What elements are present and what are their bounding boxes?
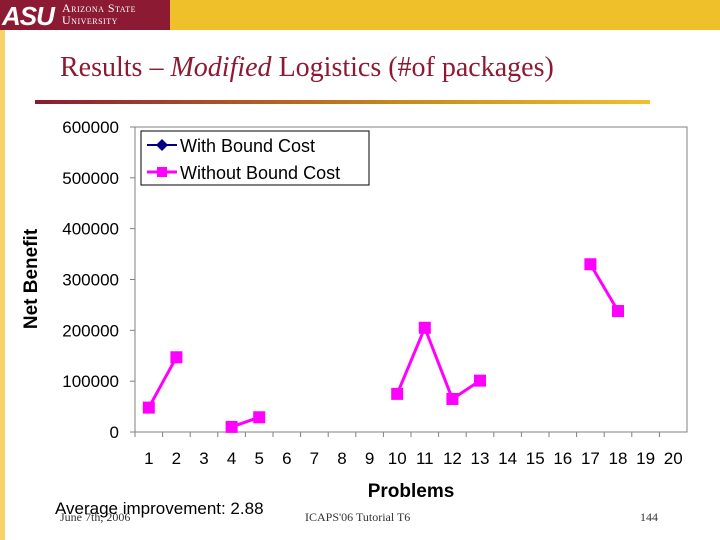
side-accent-bar bbox=[0, 30, 5, 540]
series-line-segment bbox=[147, 356, 178, 409]
slide-title: Results – Modified Logistics (#of packag… bbox=[60, 52, 554, 84]
y-axis-label: Net Benefit bbox=[21, 228, 42, 329]
x-tick-label: 12 bbox=[443, 449, 462, 468]
x-tick-label: 20 bbox=[664, 449, 683, 468]
x-tick-label: 11 bbox=[416, 449, 434, 468]
x-tick-label: 17 bbox=[581, 449, 600, 468]
y-tick-label: 400000 bbox=[62, 220, 119, 239]
legend-marker-without-bound bbox=[157, 167, 167, 177]
series-markers bbox=[142, 258, 624, 433]
y-tick-label: 300000 bbox=[62, 271, 119, 290]
x-tick-label: 4 bbox=[227, 449, 236, 468]
data-point-without-bound bbox=[253, 411, 266, 424]
y-tick-label: 200000 bbox=[62, 321, 119, 340]
footer-page-number: 144 bbox=[640, 510, 658, 524]
legend: With Bound Cost Without Bound Cost bbox=[140, 130, 370, 186]
title-underline bbox=[35, 100, 650, 105]
x-tick-label: 6 bbox=[282, 449, 291, 468]
average-improvement-note: Average improvement: 2.88 bbox=[55, 499, 264, 518]
legend-label-without-bound: Without Bound Cost bbox=[180, 163, 340, 183]
header-gold-strip bbox=[170, 0, 720, 30]
legend-label-with-bound: With Bound Cost bbox=[180, 136, 315, 156]
title-italic: Modified bbox=[170, 52, 272, 83]
header-bar: ASU Arizona State University bbox=[0, 0, 720, 31]
data-point-without-bound bbox=[391, 387, 404, 400]
series-line-segment bbox=[589, 263, 620, 312]
y-tick-label: 500000 bbox=[62, 169, 119, 188]
title-prefix: Results – bbox=[60, 52, 171, 83]
x-tick-label: 15 bbox=[526, 449, 545, 468]
y-tick-label: 600000 bbox=[62, 118, 119, 137]
x-tick-label: 5 bbox=[254, 449, 263, 468]
x-tick-label: 1 bbox=[144, 449, 153, 468]
data-point-without-bound bbox=[142, 401, 155, 414]
x-axis-ticks: 1 2 3 4 5 6 7 8 9 10 11 12 13 14 15 16 17 18 19 20 bbox=[134, 432, 683, 468]
x-tick-label: 3 bbox=[199, 449, 208, 468]
footer-event: ICAPS'06 Tutorial T6 bbox=[305, 510, 411, 524]
logo-mark: ASU bbox=[2, 1, 55, 31]
footer-date: June 7th, 2006 bbox=[60, 510, 131, 524]
x-tick-label: 13 bbox=[471, 449, 490, 468]
x-tick-label: 10 bbox=[388, 449, 407, 468]
logo-line-1: Arizona State bbox=[62, 1, 136, 15]
series-line-segment bbox=[423, 327, 454, 400]
x-tick-label: 19 bbox=[636, 449, 655, 468]
y-tick-label: 100000 bbox=[62, 372, 119, 391]
data-point-without-bound bbox=[418, 321, 431, 334]
x-tick-label: 2 bbox=[172, 449, 181, 468]
x-tick-label: 16 bbox=[553, 449, 572, 468]
x-tick-label: 14 bbox=[498, 449, 517, 468]
y-tick-label: 0 bbox=[110, 423, 119, 442]
logo-text: Arizona State University bbox=[62, 2, 136, 26]
y-axis-ticks: 0 100000 200000 300000 400000 500000 600000 bbox=[62, 118, 135, 442]
x-tick-label: 8 bbox=[337, 449, 346, 468]
data-point-without-bound bbox=[225, 420, 238, 433]
x-tick-label: 7 bbox=[310, 449, 319, 468]
x-tick-label: 9 bbox=[365, 449, 374, 468]
data-point-without-bound bbox=[584, 258, 597, 271]
title-suffix: Logistics (#of packages) bbox=[271, 52, 554, 83]
logo-line-2: University bbox=[62, 13, 118, 27]
legend-marker-with-bound bbox=[156, 139, 168, 151]
legend-box bbox=[140, 130, 370, 186]
asu-logo: ASU Arizona State University bbox=[0, 0, 170, 31]
x-tick-label: 18 bbox=[609, 449, 628, 468]
x-axis-label: Problems bbox=[368, 481, 455, 502]
data-point-without-bound bbox=[170, 351, 183, 364]
data-point-without-bound bbox=[612, 305, 624, 318]
data-point-without-bound bbox=[446, 392, 459, 405]
title-underline-bar bbox=[35, 100, 650, 104]
data-point-without-bound bbox=[474, 374, 486, 387]
series-line-segment bbox=[395, 327, 427, 395]
